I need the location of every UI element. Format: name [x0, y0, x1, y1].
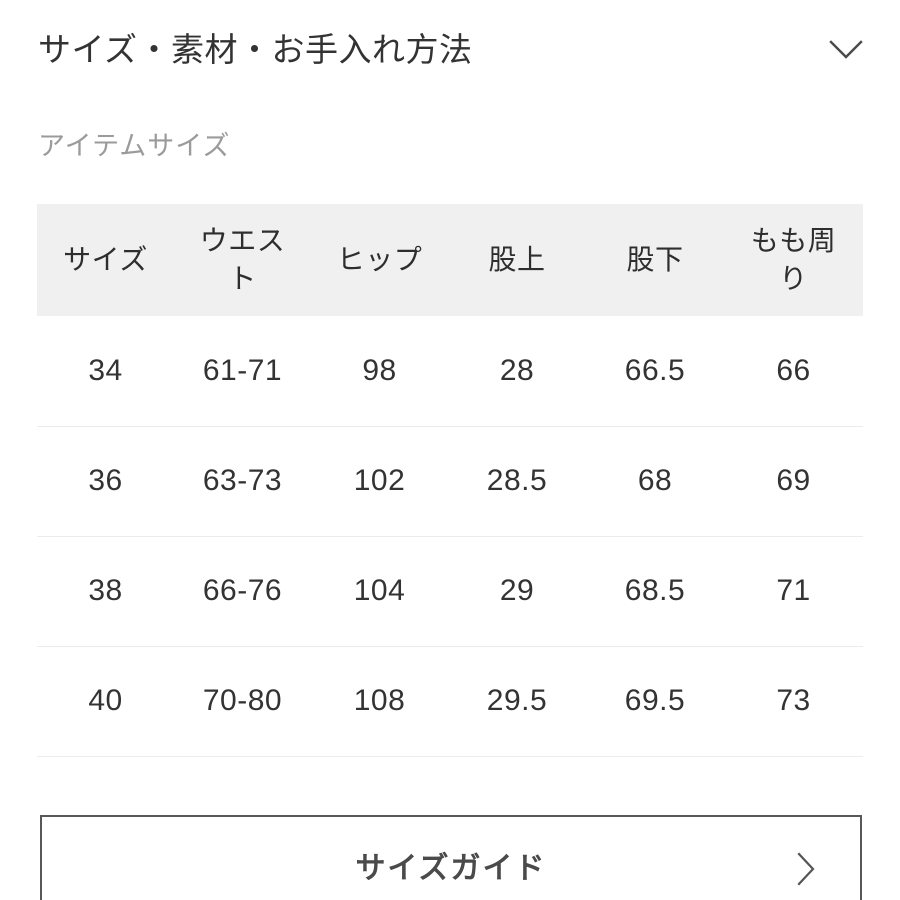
- table-row: 36 63-73 102 28.5 68 69: [37, 426, 863, 536]
- table-cell: 71: [776, 574, 811, 607]
- table-cell: 28.5: [486, 464, 548, 497]
- item-size-table: サイズ ウエスト ヒップ 股上 股下 もも周り: [37, 204, 863, 757]
- table-header-cell-hip: ヒップ: [311, 204, 448, 316]
- table-cell: 61-71: [202, 353, 283, 387]
- table-header: サイズ ウエスト ヒップ 股上 股下 もも周り: [37, 204, 863, 316]
- table-header-label: 股下: [626, 244, 684, 276]
- table-row: 38 66-76 104 29 68.5 71: [37, 536, 863, 646]
- table-header-label: 股上: [488, 244, 546, 276]
- table-cell: 69: [776, 464, 811, 497]
- table-header-label: サイズ: [63, 244, 148, 276]
- size-guide-button-label: サイズガイド: [355, 852, 547, 885]
- accordion-header-size-material-care[interactable]: サイズ・素材・お手入れ方法: [0, 0, 900, 100]
- table-cell: 66-76: [202, 574, 283, 607]
- chevron-down-icon[interactable]: [826, 30, 866, 70]
- table-header-cell-inseam: 股下: [586, 204, 724, 316]
- table-header-label: ヒップ: [336, 244, 423, 276]
- table-cell: 104: [353, 574, 406, 607]
- table-cell: 68: [637, 464, 673, 497]
- table-cell: 38: [88, 574, 123, 607]
- table-cell: 34: [88, 353, 123, 387]
- table-cell: 29: [499, 574, 535, 607]
- table-header-row: サイズ ウエスト ヒップ 股上 股下 もも周り: [37, 204, 863, 316]
- table-header-cell-size: サイズ: [37, 204, 174, 316]
- table-cell: 68.5: [624, 574, 686, 607]
- page-title: サイズ・素材・お手入れ方法: [38, 31, 473, 69]
- table-cell: 98: [362, 353, 397, 387]
- table-cell: 40: [88, 684, 123, 717]
- table-header-cell-rise: 股上: [448, 204, 586, 316]
- table-cell: 66: [776, 353, 811, 387]
- table-header-label: ウエスト: [199, 225, 286, 294]
- table-cell: 108: [353, 684, 406, 717]
- table-cell: 29.5: [486, 684, 548, 717]
- table-cell: 69.5: [624, 684, 686, 717]
- table-cell: 66.5: [624, 353, 686, 387]
- table-cell: 63-73: [202, 464, 283, 497]
- table-cell: 70-80: [202, 684, 283, 717]
- table-body: 34 61-71 98 28 66.5 66 36 63-73 102 28.5…: [37, 316, 863, 756]
- table-header-cell-thigh: もも周り: [724, 204, 863, 316]
- table-header-label: もも周り: [750, 225, 837, 294]
- size-guide-button[interactable]: サイズガイド: [40, 815, 862, 900]
- table-row: 34 61-71 98 28 66.5 66: [37, 316, 863, 426]
- table-cell: 73: [776, 684, 811, 717]
- table-cell: 36: [88, 464, 123, 497]
- table-cell: 102: [353, 464, 406, 497]
- table-row: 40 70-80 108 29.5 69.5 73: [37, 646, 863, 756]
- item-size-table-container: サイズ ウエスト ヒップ 股上 股下 もも周り: [37, 204, 863, 757]
- section-label-item-size: アイテムサイズ: [38, 131, 231, 161]
- table-cell: 28: [499, 353, 535, 387]
- table-header-cell-waist: ウエスト: [174, 204, 311, 316]
- chevron-right-icon: [790, 852, 822, 886]
